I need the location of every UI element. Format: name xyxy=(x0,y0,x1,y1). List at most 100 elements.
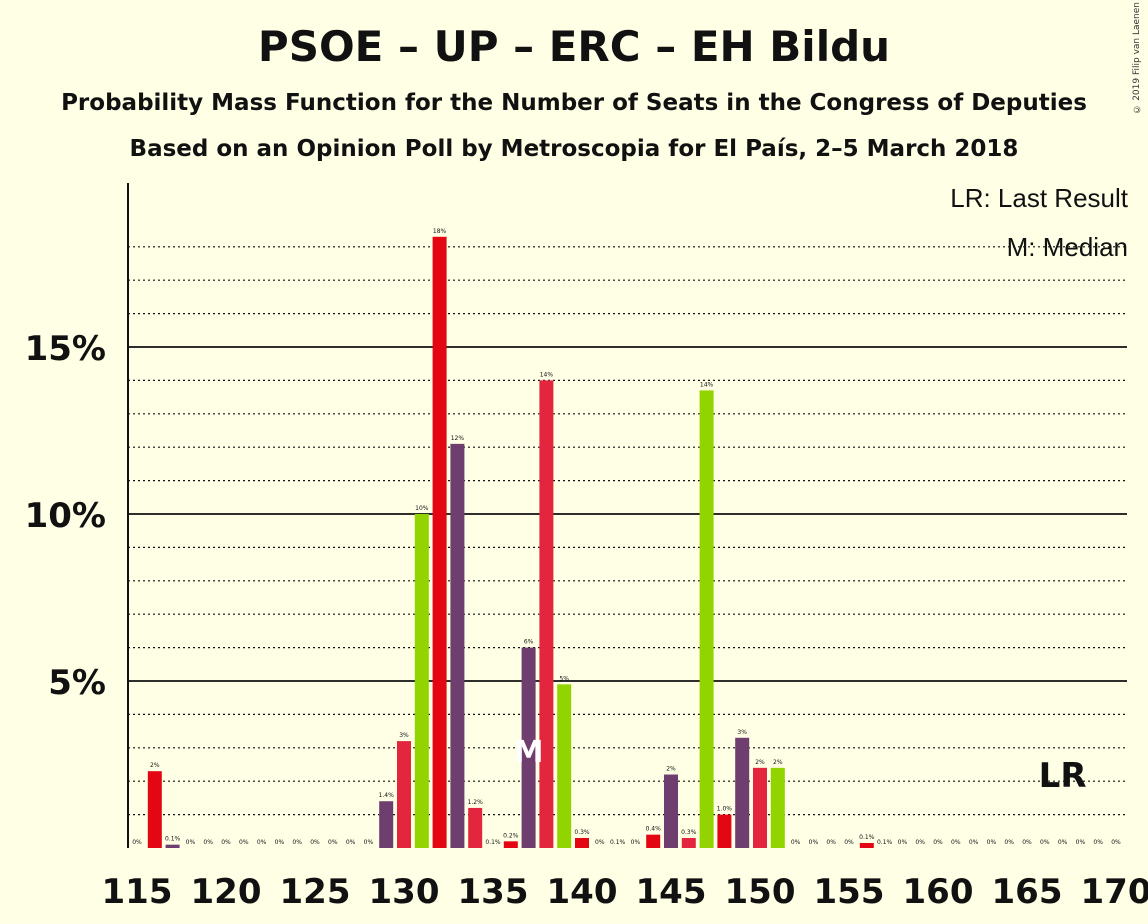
bar-value-label: 0.2% xyxy=(503,832,519,839)
bar-seat-132 xyxy=(432,236,447,848)
bar-value-label: 0% xyxy=(346,839,356,846)
x-tick-label: 115 xyxy=(102,872,173,912)
bar-value-label: 0% xyxy=(328,839,338,846)
legend-median: M: Median xyxy=(1006,232,1128,262)
bar-value-label: 3% xyxy=(737,729,747,736)
x-tick-label: 165 xyxy=(992,872,1063,912)
bar-seat-144 xyxy=(646,834,661,848)
last-result-marker: LR xyxy=(1039,756,1087,796)
bar-value-label: 0.4% xyxy=(646,826,662,833)
bar-value-label: 0% xyxy=(364,839,374,846)
bar-value-label: 0% xyxy=(186,839,196,846)
bar-value-label: 0% xyxy=(292,839,302,846)
bar-value-label: 10% xyxy=(415,505,429,512)
bar-seat-140 xyxy=(575,837,589,848)
bar-value-label: 0% xyxy=(898,839,908,846)
bar-seat-139 xyxy=(557,684,572,848)
x-tick-label: 160 xyxy=(903,872,974,912)
bar-value-label: 0% xyxy=(275,839,285,846)
y-tick-label: 15% xyxy=(25,329,106,369)
bar-value-label: 18% xyxy=(433,228,447,235)
bar-seat-148 xyxy=(717,814,732,848)
median-marker: M xyxy=(514,735,544,770)
bar-value-label: 2% xyxy=(755,759,765,766)
bar-seat-151 xyxy=(770,767,785,848)
bar-value-label: 0.1% xyxy=(877,839,893,846)
bar-value-label: 6% xyxy=(524,639,534,646)
bar-seat-136 xyxy=(503,841,518,848)
bar-seat-146 xyxy=(681,837,696,848)
bar-seat-130 xyxy=(397,741,411,848)
bar-seat-131 xyxy=(414,514,429,848)
bar-value-label: 0% xyxy=(1058,839,1068,846)
bar-value-label: 0% xyxy=(844,839,854,846)
y-tick-label: 10% xyxy=(25,496,106,536)
bar-value-label: 0% xyxy=(595,839,605,846)
x-tick-label: 130 xyxy=(369,872,440,912)
bar-value-label: 0% xyxy=(132,839,142,846)
bar-value-label: 0% xyxy=(239,839,249,846)
bar-value-label: 0% xyxy=(915,839,925,846)
x-tick-label: 120 xyxy=(191,872,262,912)
bar-value-label: 0.1% xyxy=(165,836,181,843)
bar-value-label: 12% xyxy=(451,435,465,442)
x-tick-label: 125 xyxy=(280,872,351,912)
bar-value-label: 0.1% xyxy=(485,839,501,846)
x-tick-label: 140 xyxy=(547,872,618,912)
y-tick-label: 5% xyxy=(48,663,106,703)
x-tick-label: 135 xyxy=(458,872,529,912)
bar-value-label: 1.0% xyxy=(717,806,733,813)
bar-value-label: 2% xyxy=(150,762,160,769)
bar-seat-117 xyxy=(165,844,180,848)
bar-seat-137 xyxy=(521,647,536,848)
bar-value-label: 0% xyxy=(809,839,819,846)
bar-value-label: 3% xyxy=(399,732,409,739)
bar-seat-149 xyxy=(735,737,750,848)
chart-source-subtitle: Based on an Opinion Poll by Metroscopia … xyxy=(129,136,1019,162)
legend-last-result: LR: Last Result xyxy=(950,183,1128,213)
bar-value-label: 1.2% xyxy=(468,799,484,806)
bar-seat-133 xyxy=(450,443,465,848)
bar-seat-138 xyxy=(539,380,554,848)
bar-seat-147 xyxy=(699,390,714,848)
bar-value-label: 0.3% xyxy=(681,829,697,836)
bar-value-label: 14% xyxy=(540,371,554,378)
bar-value-label: 14% xyxy=(700,381,714,388)
bar-value-label: 0% xyxy=(203,839,213,846)
bar-value-label: 0% xyxy=(826,839,836,846)
bar-value-label: 0% xyxy=(1076,839,1086,846)
bar-seat-129 xyxy=(379,801,394,848)
bar-value-label: 5% xyxy=(559,675,569,682)
bar-seat-145 xyxy=(664,774,678,848)
bar-value-label: 0% xyxy=(933,839,943,846)
x-tick-label: 155 xyxy=(814,872,885,912)
bar-value-label: 0.1% xyxy=(859,834,875,841)
bar-value-label: 0% xyxy=(310,839,320,846)
x-tick-label: 150 xyxy=(725,872,796,912)
bar-value-label: 0% xyxy=(951,839,961,846)
bar-value-label: 0% xyxy=(791,839,801,846)
bar-value-label: 0% xyxy=(1022,839,1032,846)
bar-value-label: 0.1% xyxy=(610,839,626,846)
bar-value-label: 0% xyxy=(1040,839,1050,846)
bar-value-label: 0% xyxy=(221,839,231,846)
bar-seat-150 xyxy=(753,767,767,848)
bar-value-label: 2% xyxy=(666,766,676,773)
bar-value-label: 0% xyxy=(987,839,997,846)
bar-value-label: 0% xyxy=(1093,839,1103,846)
bar-seat-156 xyxy=(859,842,874,848)
chart-subtitle: Probability Mass Function for the Number… xyxy=(61,90,1087,116)
x-tick-label: 170 xyxy=(1081,872,1148,912)
bar-value-label: 0% xyxy=(257,839,267,846)
bar-value-label: 0.3% xyxy=(574,829,590,836)
chart-title: PSOE – UP – ERC – EH Bildu xyxy=(257,22,891,71)
x-tick-label: 145 xyxy=(636,872,707,912)
bar-seat-116 xyxy=(147,771,162,848)
bar-value-label: 0% xyxy=(969,839,979,846)
bar-value-label: 0% xyxy=(631,839,641,846)
bar-value-label: 2% xyxy=(773,759,783,766)
bar-value-label: 1.4% xyxy=(379,792,395,799)
bar-value-label: 0% xyxy=(1111,839,1121,846)
bar-value-label: 0% xyxy=(1004,839,1014,846)
